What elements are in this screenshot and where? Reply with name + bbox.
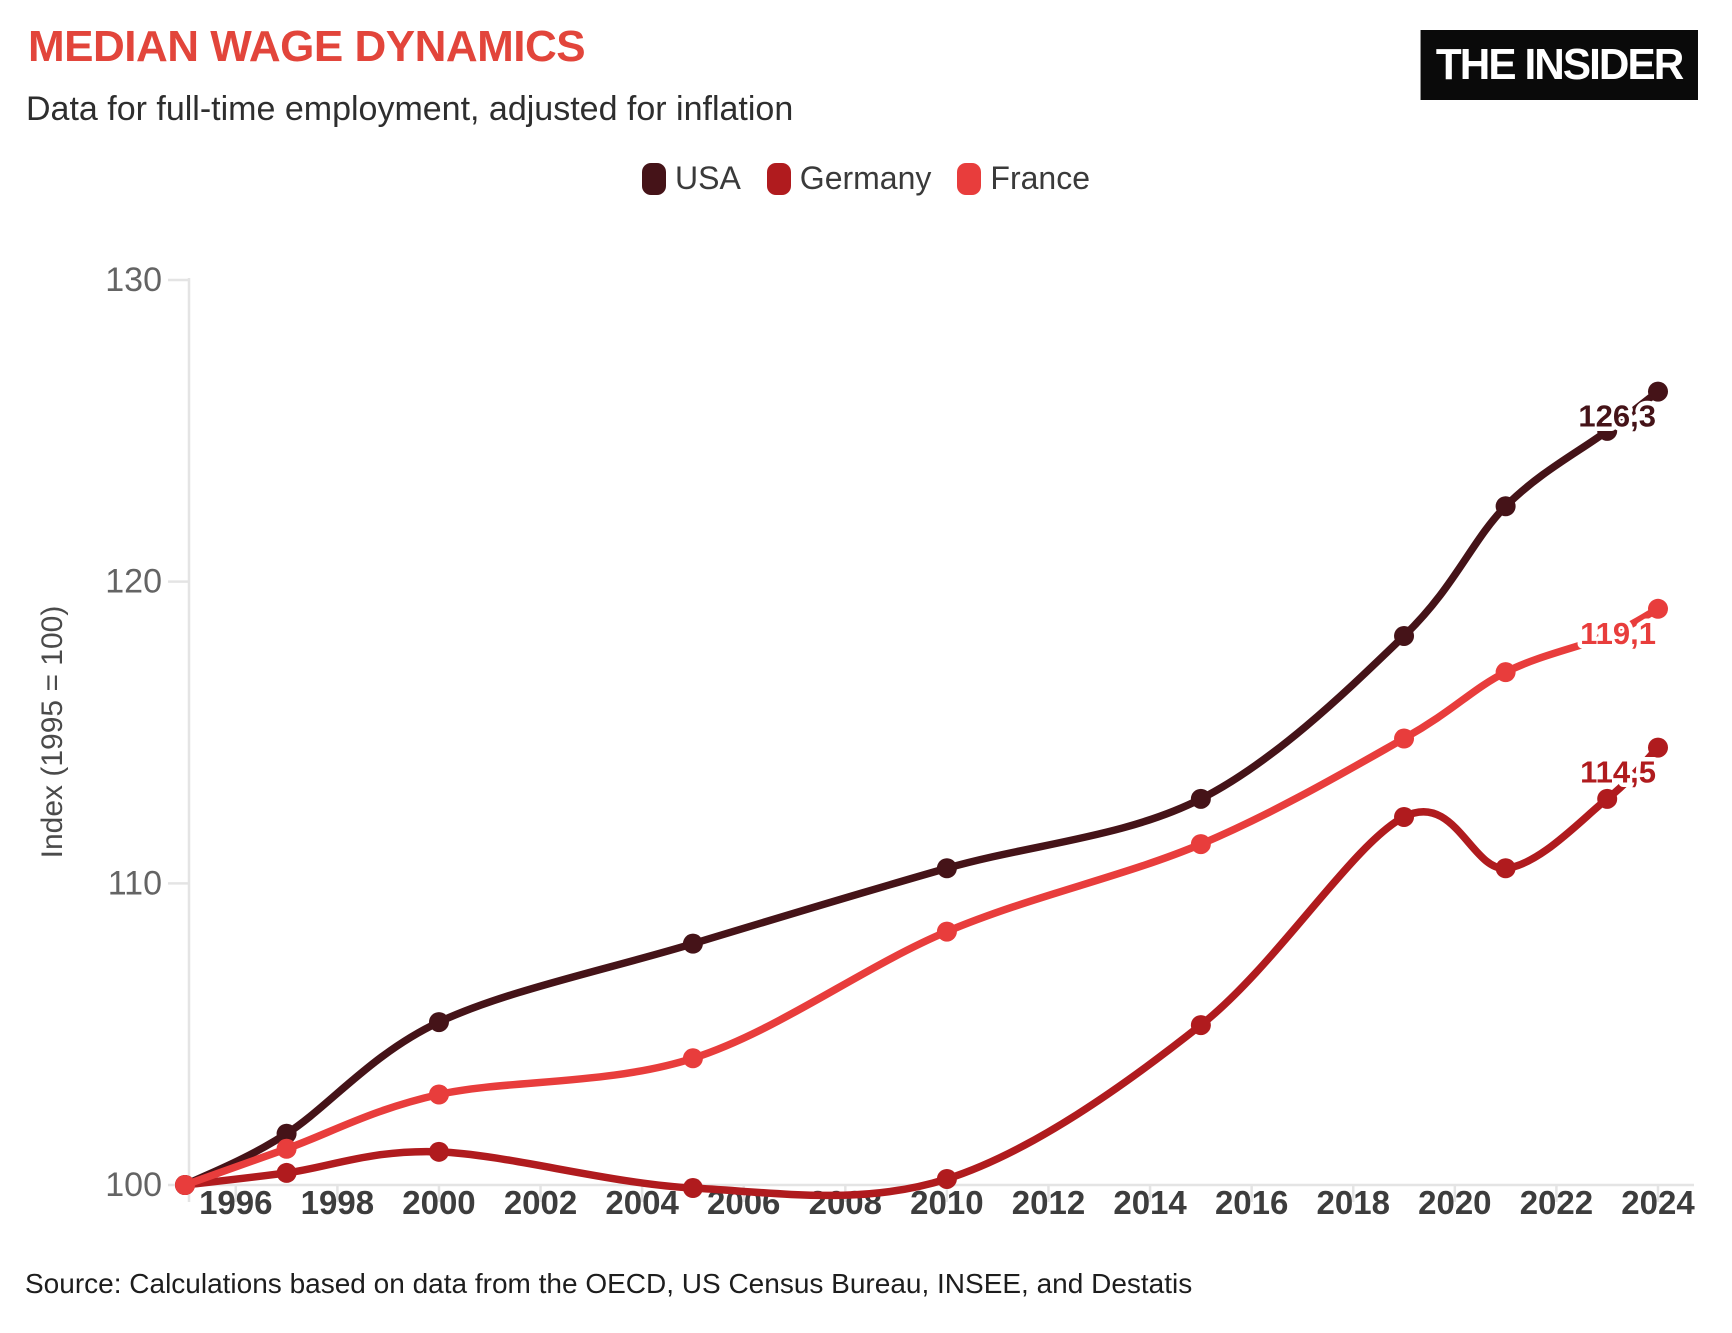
end-value-label-france: 119,1 <box>1580 616 1656 651</box>
brand-logo: THE INSIDER <box>1420 30 1698 100</box>
series-marker-france <box>1394 728 1415 749</box>
x-tick-label: 2012 <box>1012 1184 1085 1221</box>
series-marker-usa <box>682 933 703 954</box>
y-tick-label: 110 <box>108 864 162 902</box>
series-marker-germany <box>682 1178 703 1199</box>
x-tick-label: 2020 <box>1418 1184 1491 1221</box>
end-value-label-usa: 126,3 <box>1578 399 1656 434</box>
legend-swatch-germany <box>766 162 791 195</box>
x-tick-label: 2000 <box>402 1184 475 1221</box>
source-note: Source: Calculations based on data from … <box>25 1268 1193 1299</box>
x-tick-label: 2024 <box>1621 1184 1695 1221</box>
legend-label-usa: USA <box>675 160 741 196</box>
series-marker-usa <box>276 1123 297 1144</box>
series-marker-france <box>1647 598 1668 619</box>
page-subtitle: Data for full-time employment, adjusted … <box>26 90 794 128</box>
series-marker-france <box>936 921 957 942</box>
series-marker-france <box>1495 662 1516 683</box>
legend-swatch-usa <box>642 162 666 195</box>
legend-item-france: France <box>957 160 1090 197</box>
series-marker-usa <box>1190 788 1211 809</box>
series-marker-france <box>1190 834 1211 855</box>
legend-label-germany: Germany <box>799 160 932 196</box>
legend-item-usa: USA <box>642 160 741 197</box>
series-marker-usa <box>428 1012 449 1033</box>
series-marker-germany <box>1190 1015 1211 1036</box>
x-tick-label: 2016 <box>1215 1184 1288 1221</box>
legend: USA Germany France <box>0 160 1732 197</box>
legend-item-germany: Germany <box>766 160 932 197</box>
page-title: MEDIAN WAGE DYNAMICS <box>28 22 586 71</box>
x-tick-label: 2014 <box>1113 1184 1187 1221</box>
series-marker-usa <box>1394 625 1415 646</box>
series-marker-germany <box>1495 858 1516 879</box>
series-marker-germany <box>1597 788 1618 809</box>
y-tick-label: 100 <box>105 1166 162 1204</box>
x-tick-label: 1998 <box>301 1184 374 1221</box>
series-line-usa <box>181 387 1662 1189</box>
x-tick-label: 2002 <box>504 1184 577 1221</box>
series-marker-germany <box>936 1168 957 1189</box>
series-marker-usa <box>1597 420 1618 441</box>
y-axis-title: Index (1995 = 100) <box>36 606 69 859</box>
series-marker-usa <box>936 858 957 879</box>
x-tick-label: 2008 <box>809 1184 882 1221</box>
x-tick-label: 2022 <box>1520 1184 1593 1221</box>
series-marker-france <box>428 1084 449 1105</box>
x-tick-label: 1996 <box>199 1184 272 1221</box>
x-tick-label: 2018 <box>1317 1184 1390 1221</box>
series-line-germany <box>181 743 1662 1200</box>
series-marker-germany <box>1394 806 1415 827</box>
series-marker-france <box>1597 625 1618 646</box>
legend-label-france: France <box>990 160 1090 196</box>
y-tick-label: 120 <box>105 563 162 601</box>
y-tick-label: 130 <box>105 261 162 299</box>
series-marker-usa <box>1495 496 1516 517</box>
x-tick-label: 2004 <box>605 1184 679 1221</box>
series-marker-germany <box>428 1141 449 1162</box>
series-marker-germany <box>276 1162 297 1183</box>
series-marker-usa <box>1647 381 1668 402</box>
x-tick-label: 2010 <box>910 1184 983 1221</box>
legend-swatch-france <box>957 162 982 195</box>
end-value-label-germany: 114,5 <box>1580 755 1656 790</box>
series-marker-germany <box>1647 737 1668 758</box>
series-marker-france <box>175 1175 195 1195</box>
series-marker-france <box>276 1138 297 1159</box>
series-line-france <box>181 605 1662 1189</box>
series-marker-france <box>682 1048 703 1069</box>
